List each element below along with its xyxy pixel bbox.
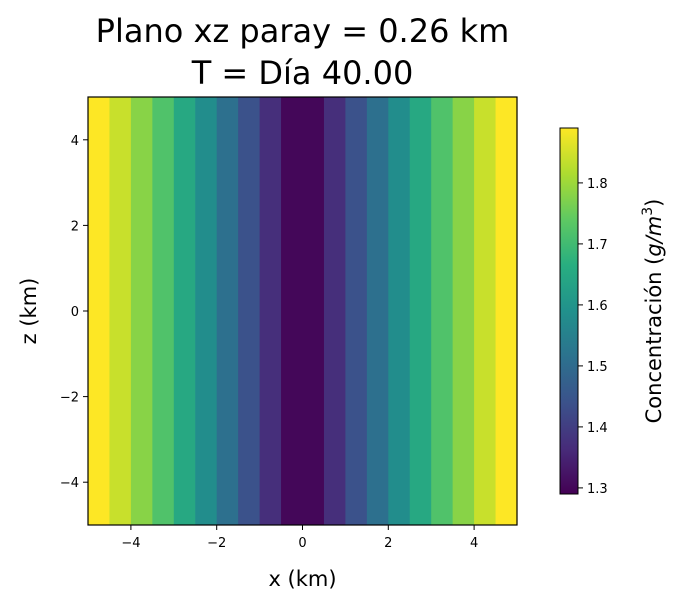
colorbar (559, 127, 579, 495)
heatmap-column (388, 97, 411, 525)
heatmap-column (366, 97, 389, 525)
colorbar-tick-label: 1.8 (587, 177, 608, 192)
chart-title-line-2: T = Día 40.00 (191, 54, 414, 92)
x-tick-label: 4 (470, 536, 478, 551)
x-tick-label: 2 (384, 536, 392, 551)
colorbar-tick-label: 1.5 (587, 360, 608, 375)
y-tick-label: −2 (60, 391, 79, 406)
x-tick-label: −2 (207, 536, 226, 551)
heatmap-column (238, 97, 261, 525)
heatmap-column (173, 97, 196, 525)
y-tick-label: −4 (60, 476, 79, 491)
colorbar-tick-label: 1.4 (587, 421, 608, 436)
heatmap-column (323, 97, 346, 525)
colorbar-label-suffix: ) (642, 199, 666, 207)
heatmap-column (88, 97, 111, 525)
heatmap-column (152, 97, 175, 525)
heatmap-column (109, 97, 132, 525)
colorbar-tick-label: 1.6 (587, 299, 608, 314)
colorbar-label-prefix: Concentración ( (642, 257, 666, 424)
heatmap-column (281, 97, 325, 525)
x-tick-label: −4 (121, 536, 140, 551)
heatmap-column (259, 97, 282, 525)
x-tick-label: 0 (298, 536, 306, 551)
y-tick-label: 0 (71, 305, 79, 320)
heatmap-column (495, 97, 518, 525)
heatmap-column (431, 97, 454, 525)
colorbar-label-units: g/m (642, 216, 666, 257)
heatmap-column (452, 97, 475, 525)
colorbar-tick-label: 1.7 (587, 238, 608, 253)
heatmap-cells (88, 97, 518, 525)
heatmap-column (195, 97, 218, 525)
colorbar-label: Concentración (g/m3) (640, 199, 666, 424)
heatmap-column (474, 97, 497, 525)
y-axis-ticks: −4 −2 0 2 4 (60, 134, 88, 491)
heatmap-column (130, 97, 153, 525)
y-tick-label: 2 (71, 219, 79, 234)
heatmap-column (345, 97, 368, 525)
y-tick-label: 4 (71, 134, 79, 149)
y-axis-label: z (km) (17, 278, 41, 345)
heatmap-column (409, 97, 432, 525)
heatmap-column (216, 97, 239, 525)
x-axis-ticks: −4 −2 0 2 4 (121, 525, 478, 551)
colorbar-tick-label: 1.3 (587, 482, 608, 497)
chart-title-line-1: Plano xz paray = 0.26 km (95, 12, 510, 50)
colorbar-ticks: 1.3 1.4 1.5 1.6 1.7 1.8 (578, 177, 608, 497)
colorbar-label-exponent: 3 (640, 207, 656, 216)
x-axis-label: x (km) (268, 567, 336, 591)
